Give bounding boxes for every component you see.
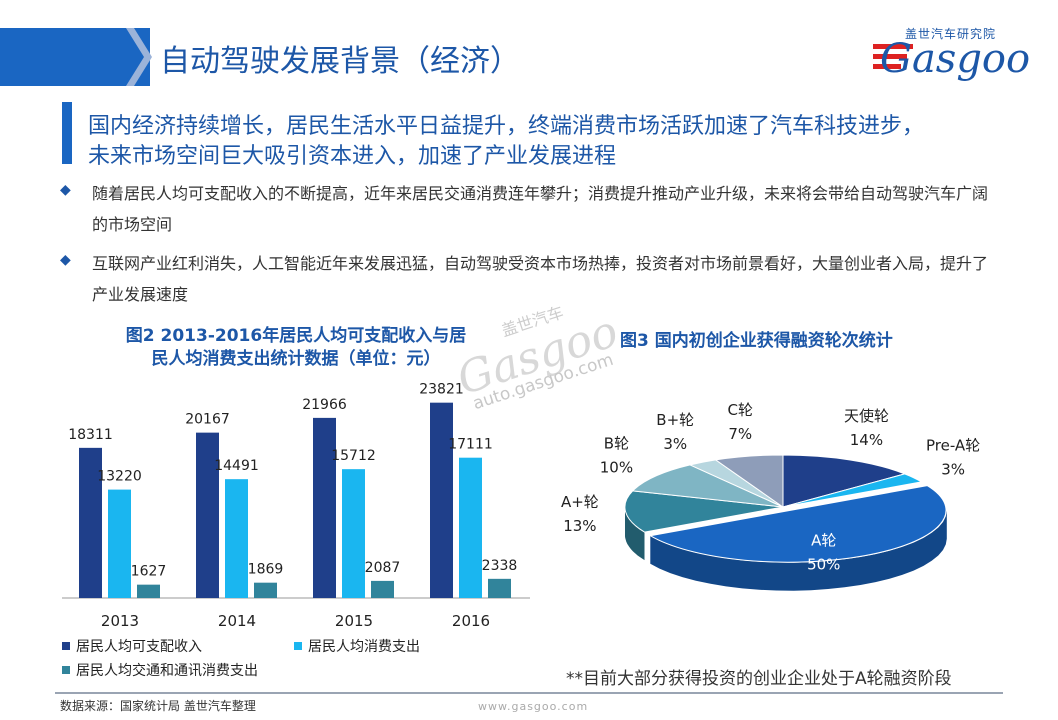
bar-value-label: 2087 [365,560,401,576]
pie-chart: 天使轮 14% Pre-A轮 3% A轮 50% A+轮 13% B轮 10% B+轮 3% C轮 7% [561,401,980,591]
bar [137,584,160,598]
bar [488,578,511,598]
bar [225,479,248,598]
header-chevron [86,28,152,86]
pie-slice-label: A轮 [811,532,836,550]
pie-slice [782,454,907,508]
pie-slice-label: C轮 [728,401,753,419]
bar-value-label: 17111 [448,437,493,453]
pie-slice [714,454,784,508]
bar-value-label: 14491 [214,458,259,474]
pie-slice [782,473,923,508]
headline-line-2: 未来市场空间巨大吸引资本进入，加速了产业发展进程 [88,144,617,169]
bar-value-label: 13220 [97,469,142,485]
pie-slice-label: B轮 [604,434,629,452]
x-tick-label: 2016 [452,612,490,630]
pie-slice-percent: 10% [600,458,633,476]
headline-accent-bar [62,102,72,164]
pie-chart-title: 图3 国内初创企业获得融资轮次统计 [620,331,893,351]
logo-subtitle: 盖世汽车研究院 [905,27,997,41]
bar-value-label: 23821 [419,382,464,398]
bar [459,457,482,598]
bar-value-label: 18311 [68,427,113,443]
diamond-bullet-icon: ◆ [60,182,71,198]
bar-value-label: 1869 [248,562,284,578]
headline-line-1: 国内经济持续增长，居民生活水平日益提升，终端消费市场活跃加速了汽车科技进步， [88,114,925,139]
pie-slice-percent: 3% [941,461,965,479]
pie-slice-label: 天使轮 [844,407,889,425]
bar [254,582,277,598]
footnote: **目前大部分获得投资的创业企业处于A轮融资阶段 [566,669,952,689]
page-title: 自动驾驶发展背景（经济） [160,44,520,79]
legend-swatch [62,666,70,674]
legend-swatch [294,642,302,650]
bar-value-label: 15712 [331,448,376,464]
pie-slice [648,485,947,563]
pie-slice-side [650,510,947,591]
bar [196,432,219,598]
logo-stripes [873,44,913,69]
bar [79,447,102,598]
footer-divider [55,692,1003,694]
bar-chart: 18311 13220 1627 2013 20167 14491 1869 2014 2196… [62,382,530,679]
bar [371,580,394,598]
x-tick-label: 2014 [218,612,256,630]
pie-slice-label: A+轮 [561,493,599,511]
legend-swatch [62,642,70,650]
bullet-text-1: 随着居民人均可支配收入的不断提高，近年来居民交通消费连年攀升；消费提升推动产业升… [92,184,989,234]
bar [430,402,453,598]
bar-chart-title-line-1: 图2 2013-2016年居民人均可支配收入与居 [125,326,467,346]
pie-slice-percent: 13% [563,517,596,535]
bar [108,489,131,598]
pie-slice-percent: 50% [807,556,840,574]
x-tick-label: 2015 [335,612,373,630]
bar-value-label: 2338 [482,558,518,574]
footer-site-url: www.gasgoo.com [478,700,589,713]
pie-slice [624,490,784,533]
bar [342,469,365,598]
bar-chart-title-line-2: 民人均消费支出统计数据（单位：元） [151,349,441,369]
bar-chart-title: 图2 2013-2016年居民人均可支配收入与居 民人均消费支出统计数据（单位：… [96,325,496,371]
legend-label: 居民人均消费支出 [308,639,420,655]
pie-slice-percent: 3% [663,435,687,453]
bullet-text-2: 互联网产业红利消失，人工智能近年来发展迅猛，自动驾驶受资本市场热捧，投资者对市场… [92,254,989,304]
legend-label: 居民人均交通和通讯消费支出 [76,662,258,679]
bar-value-label: 21966 [302,397,347,413]
pie-slice [631,464,784,508]
bar [313,417,336,598]
legend-label: 居民人均可支配收入 [76,639,202,655]
x-tick-label: 2013 [101,612,139,630]
pie-slice-label: B+轮 [656,411,694,429]
pie-slice-percent: 14% [850,431,883,449]
diamond-bullet-icon: ◆ [60,252,71,268]
logo-wordmark: Gasgoo [880,36,1031,82]
bar-value-label: 20167 [185,412,230,428]
data-source: 数据来源：国家统计局 盖世汽车整理 [60,699,256,713]
bar-value-label: 1627 [131,564,167,580]
pie-slice-percent: 7% [728,425,752,443]
pie-slice-label: Pre-A轮 [926,437,980,455]
